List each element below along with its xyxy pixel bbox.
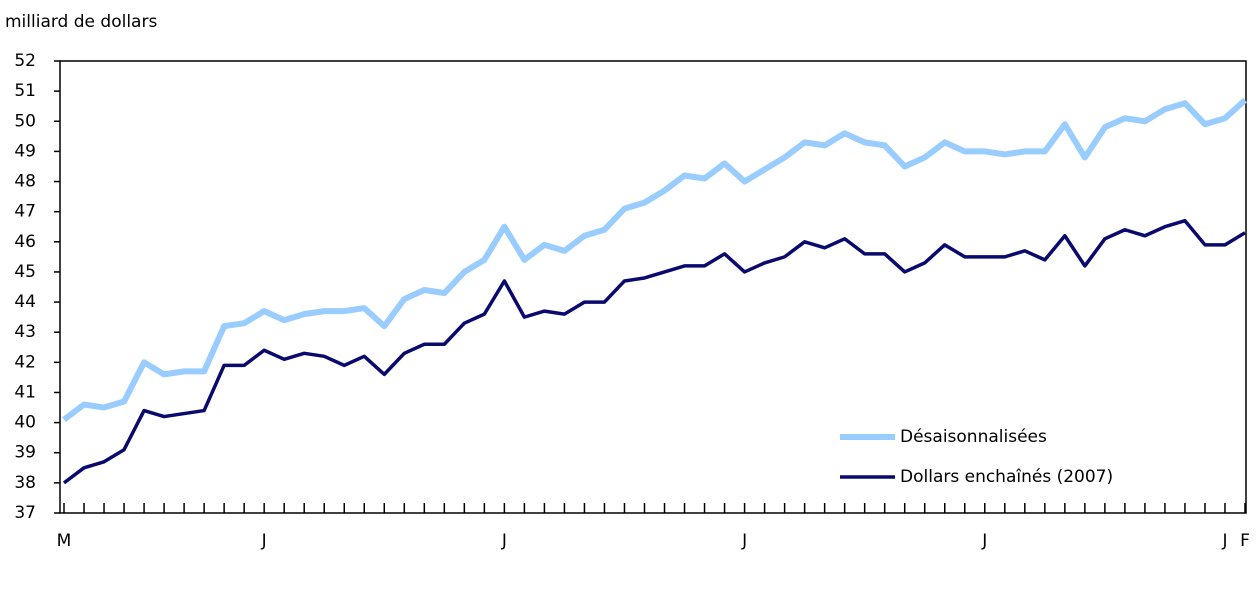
series-line xyxy=(62,218,1246,485)
legend-label: Désaisonnalisées xyxy=(900,427,1047,447)
y-tick-label: 39 xyxy=(14,443,36,463)
legend-label: Dollars enchaînés (2007) xyxy=(900,467,1113,487)
y-tick-label: 43 xyxy=(14,322,36,342)
x-tick-label: M xyxy=(57,531,72,551)
y-tick-label: 52 xyxy=(14,51,36,71)
y-tick-label: 42 xyxy=(14,352,36,372)
plot-frame xyxy=(59,60,1247,514)
y-tick-label: 45 xyxy=(14,262,36,282)
y-tick-label: 50 xyxy=(14,111,36,131)
y-axis-label: milliard de dollars xyxy=(5,12,157,32)
x-tick-label: F xyxy=(1240,531,1250,551)
x-tick-label: J xyxy=(741,531,747,551)
x-tick-label: J xyxy=(1221,531,1227,551)
y-tick-label: 38 xyxy=(14,473,36,493)
x-tick-label: J xyxy=(261,531,267,551)
y-tick-label: 40 xyxy=(14,413,36,433)
y-tick-label: 37 xyxy=(14,503,36,523)
series-line xyxy=(62,97,1248,422)
y-tick-label: 49 xyxy=(14,141,36,161)
x-tick-label: J xyxy=(981,531,987,551)
y-tick-label: 41 xyxy=(14,382,36,402)
x-tick-label: J xyxy=(501,531,507,551)
y-tick-label: 47 xyxy=(14,202,36,222)
y-tick-label: 48 xyxy=(14,172,36,192)
y-tick-label: 46 xyxy=(14,232,36,252)
y-tick-label: 51 xyxy=(14,81,36,101)
y-tick-label: 44 xyxy=(14,292,36,312)
